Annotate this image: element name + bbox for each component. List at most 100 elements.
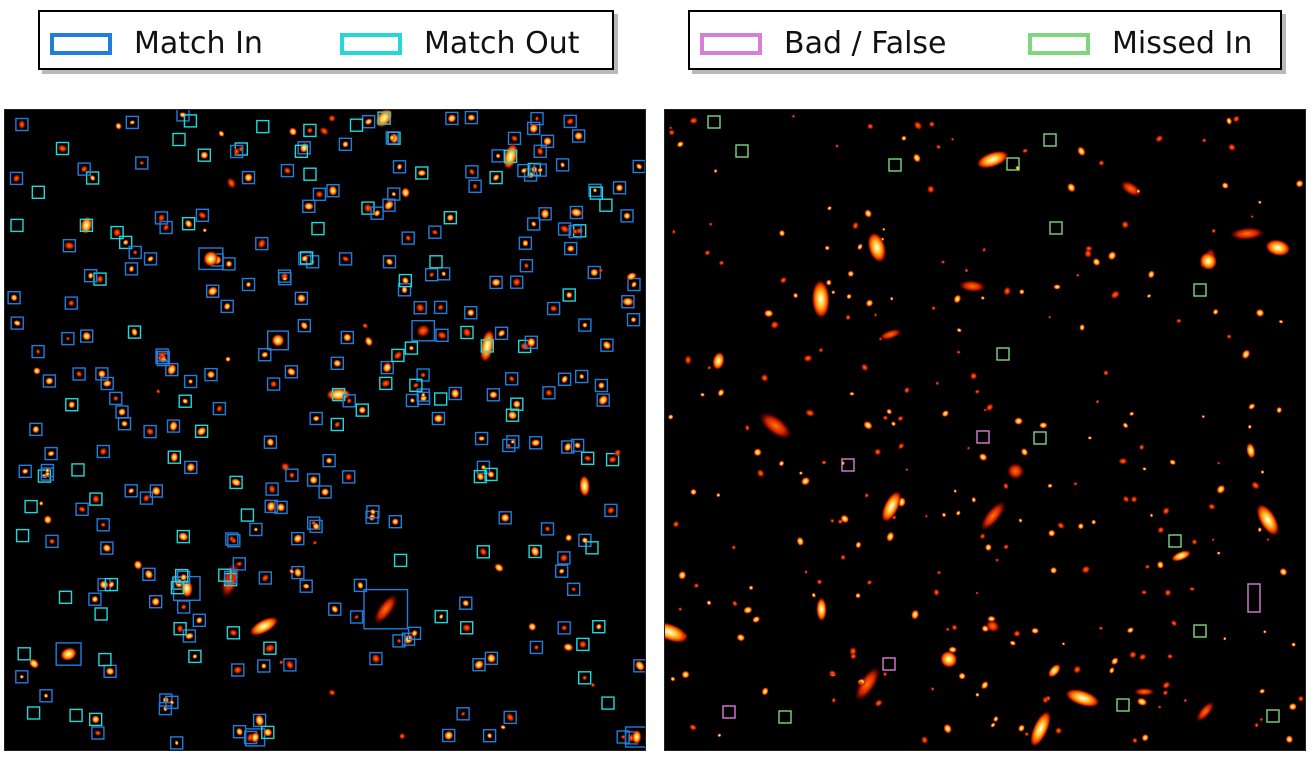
- match-in-box: [533, 144, 547, 158]
- match-in-box: [498, 511, 512, 525]
- match-in-box: [135, 156, 149, 170]
- source-183: [631, 729, 642, 745]
- match-in-box: [407, 626, 422, 640]
- source-37: [118, 408, 126, 416]
- source-252: [881, 490, 902, 523]
- source-215: [620, 734, 626, 740]
- match-out-box: [473, 469, 488, 484]
- match-in-box: [529, 640, 544, 655]
- source-92: [401, 276, 409, 285]
- source-127: [940, 260, 946, 264]
- bad-false-swatch-icon: [700, 33, 762, 55]
- source-88: [1121, 220, 1130, 229]
- source-246: [312, 540, 318, 545]
- source-8: [436, 331, 448, 340]
- match-in-box: [318, 485, 332, 499]
- match-in-box: [100, 376, 114, 391]
- match-in-box: [620, 209, 634, 223]
- source-128: [331, 605, 339, 614]
- source-260: [981, 681, 989, 690]
- source-62: [184, 219, 193, 228]
- source-170: [565, 534, 573, 542]
- source-26: [811, 279, 830, 319]
- source-243: [761, 687, 769, 696]
- match-out-box: [58, 590, 73, 604]
- source-248: [845, 314, 851, 321]
- bad-false-box: [1247, 583, 1261, 613]
- source-163: [678, 607, 683, 612]
- source-225: [1199, 252, 1218, 271]
- match-in-box: [342, 470, 356, 484]
- source-61: [1095, 399, 1100, 404]
- source-35: [941, 512, 947, 518]
- match-in-box: [294, 291, 309, 306]
- source-288: [375, 110, 393, 128]
- source-139: [543, 136, 552, 146]
- match-in-box: [212, 401, 227, 416]
- source-3: [188, 379, 194, 384]
- source-269: [91, 494, 100, 504]
- source-159: [1122, 422, 1129, 429]
- source-280: [157, 351, 167, 359]
- source-199: [401, 187, 410, 198]
- source-84: [285, 659, 295, 670]
- source-303: [635, 660, 645, 672]
- source-289: [182, 398, 189, 404]
- match-out-box: [10, 218, 24, 233]
- missed-in-box: [1043, 133, 1057, 147]
- source-136: [315, 190, 324, 199]
- source-55: [831, 697, 837, 704]
- match-in-box: [96, 444, 111, 459]
- source-34: [197, 211, 207, 220]
- match-in-box: [29, 422, 43, 437]
- source-83: [1291, 642, 1296, 647]
- source-157: [420, 392, 426, 398]
- source-237: [667, 414, 674, 420]
- source-24: [206, 370, 216, 379]
- source-256: [684, 355, 692, 365]
- source-79: [96, 274, 104, 284]
- match-in-box: [435, 328, 449, 343]
- source-280: [1157, 526, 1165, 534]
- match-in-box: [555, 564, 569, 578]
- source-165: [420, 372, 426, 378]
- match-in-box: [382, 255, 397, 269]
- source-42: [1149, 513, 1154, 518]
- source-11: [793, 292, 799, 299]
- source-72: [409, 397, 415, 404]
- source-256: [231, 478, 242, 487]
- match-in-box: [363, 588, 409, 630]
- source-67: [249, 616, 279, 636]
- source-105: [319, 126, 330, 136]
- source-221: [19, 674, 24, 679]
- source-121: [1098, 159, 1105, 167]
- source-234: [1162, 689, 1169, 696]
- source-76: [583, 455, 592, 462]
- source-210: [841, 461, 845, 466]
- match-in-box: [184, 460, 198, 475]
- missed-in-box: [1116, 698, 1130, 712]
- source-43: [309, 475, 318, 485]
- source-170: [672, 520, 680, 528]
- match-in-box: [459, 596, 473, 610]
- source-75: [529, 123, 539, 134]
- bad-false-box: [722, 705, 736, 719]
- source-161: [622, 297, 634, 307]
- source-210: [271, 334, 285, 347]
- match-in-box: [249, 522, 263, 537]
- missed-in-box: [1193, 624, 1207, 638]
- match-out-box: [589, 186, 603, 200]
- source-142: [1170, 619, 1178, 627]
- source-226: [48, 538, 56, 545]
- match-out-box: [398, 273, 413, 288]
- source-211: [312, 522, 320, 531]
- match-in-box: [39, 689, 53, 703]
- source-149: [1053, 284, 1061, 290]
- match-in-box: [382, 198, 396, 212]
- source-112: [560, 162, 565, 168]
- match-out-box: [585, 541, 599, 555]
- match-out-box: [480, 339, 494, 353]
- source-237: [564, 442, 572, 452]
- source-184: [760, 373, 769, 383]
- source-56: [854, 666, 881, 702]
